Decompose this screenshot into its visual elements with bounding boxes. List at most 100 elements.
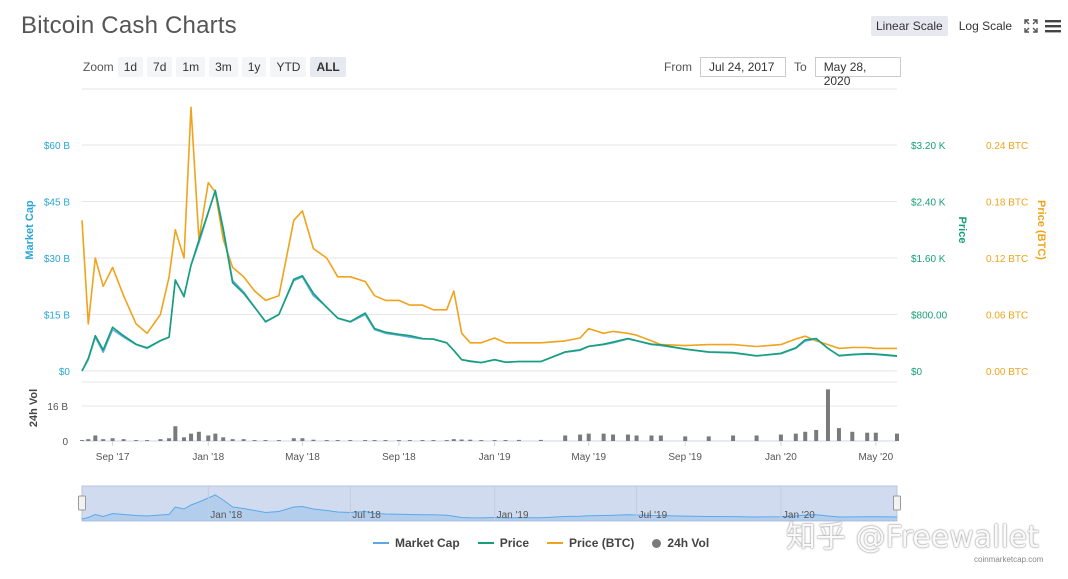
volume-bar — [803, 431, 808, 441]
to-date-input[interactable]: May 28, 2020 — [814, 57, 901, 88]
zoom-3m-button[interactable]: 3m — [209, 57, 238, 77]
volume-bar — [538, 439, 543, 441]
chart-legend: Market Cap Price Price (BTC) 24h Vol — [373, 536, 709, 550]
volume-bar — [778, 434, 783, 441]
volume-bar — [383, 440, 388, 441]
volume-bar — [683, 436, 688, 441]
legend-item-market-cap[interactable]: Market Cap — [373, 536, 460, 550]
hamburger-menu-icon[interactable] — [1045, 18, 1062, 34]
volume-bar — [601, 433, 606, 441]
volume-bar — [706, 436, 711, 441]
y-tick-label: 0.00 BTC — [986, 367, 1028, 378]
volume-bar — [649, 435, 654, 441]
volume-bar — [300, 438, 305, 441]
series-line-price — [81, 190, 898, 372]
navigator: Jan '18 Jul '18 Jan '19 Jul '19 Jan '20 — [78, 485, 901, 522]
navigator-area — [82, 495, 897, 521]
navigator-tick-label: Jan '19 — [497, 510, 529, 521]
chart-grid — [82, 88, 897, 442]
volume-bar — [396, 440, 401, 441]
y-tick-label: $30 B — [44, 254, 70, 265]
fullscreen-icon[interactable] — [1023, 18, 1039, 34]
volume-bar — [873, 432, 878, 441]
y-tick-label: 16 B — [47, 402, 68, 413]
linear-scale-button[interactable]: Linear Scale — [871, 16, 948, 36]
series-line-market-cap — [81, 189, 898, 372]
volume-bar — [230, 439, 235, 441]
zoom-1d-button[interactable]: 1d — [117, 57, 144, 77]
volume-plot — [80, 389, 899, 441]
y-tick-label: $0 — [911, 367, 923, 378]
volume-bar — [578, 434, 583, 441]
volume-bar — [372, 440, 377, 441]
x-tick-label: Jan '19 — [479, 452, 511, 463]
navigator-line — [81, 494, 898, 520]
volume-bar — [167, 438, 172, 441]
x-tick-label: Jan '18 — [192, 452, 224, 463]
credit-text: coinmarketcap.com — [974, 555, 1044, 564]
volume-bar — [173, 426, 178, 441]
zoom-7d-button[interactable]: 7d — [147, 57, 173, 77]
volume-bar — [348, 440, 353, 441]
volume-bar — [158, 439, 163, 441]
log-scale-button[interactable]: Log Scale — [958, 19, 1013, 33]
y-tick-label: $45 B — [44, 198, 70, 209]
volume-bar — [850, 431, 855, 441]
volume-bar — [134, 440, 139, 441]
legend-item-volume[interactable]: 24h Vol — [652, 536, 709, 550]
y-tick-label: 0.12 BTC — [986, 254, 1028, 265]
volume-bar — [586, 433, 591, 441]
page-title: Bitcoin Cash Charts — [21, 12, 237, 39]
volume-bar — [836, 428, 841, 441]
volume-bar — [363, 440, 368, 441]
volume-bar — [420, 440, 425, 441]
zoom-1y-button[interactable]: 1y — [241, 57, 267, 77]
volume-bar — [110, 438, 115, 441]
volume-bar — [563, 435, 568, 441]
volume-bar — [241, 439, 246, 441]
volume-bar — [189, 433, 194, 441]
volume-bar — [206, 435, 211, 441]
legend-swatch — [373, 542, 389, 544]
navigator-left-handle[interactable] — [78, 495, 86, 511]
y-tick-label: 0.06 BTC — [986, 311, 1028, 322]
y-tick-label: 0.18 BTC — [986, 198, 1028, 209]
y-tick-label: $0 — [59, 367, 71, 378]
volume-bar — [825, 389, 830, 441]
volume-bar — [291, 438, 296, 441]
volume-bar — [625, 434, 630, 441]
zoom-label: Zoom — [83, 60, 114, 74]
legend-label: Price (BTC) — [569, 536, 635, 550]
volume-bar — [516, 439, 521, 441]
volume-bar — [252, 440, 257, 441]
volume-bar — [276, 440, 281, 441]
chart-plot — [81, 106, 898, 372]
volume-bar — [459, 439, 464, 441]
to-label: To — [794, 60, 807, 74]
date-range: From Jul 24, 2017 To May 28, 2020 — [664, 57, 901, 88]
volume-bar — [431, 440, 436, 441]
volume-bar — [634, 435, 639, 441]
chart-axes: $0 $15 B $30 B $45 B $60 B $0 $800.00 $1.60 K $2… — [24, 141, 1047, 463]
volume-bar — [145, 440, 150, 441]
x-tick-label: May '18 — [285, 452, 320, 463]
volume-bar — [814, 429, 819, 441]
volume-bar — [865, 432, 870, 441]
y-tick-label: $2.40 K — [911, 198, 946, 209]
volume-bar — [335, 440, 340, 441]
volume-bar — [101, 439, 106, 441]
x-tick-label: Sep '18 — [382, 452, 416, 463]
zoom-1m-button[interactable]: 1m — [176, 57, 206, 77]
navigator-right-handle[interactable] — [893, 495, 901, 511]
series-line-price-btc — [81, 106, 897, 350]
zoom-ytd-button[interactable]: YTD — [270, 57, 307, 77]
legend-item-price-btc[interactable]: Price (BTC) — [547, 536, 634, 550]
y-tick-label: 0.24 BTC — [986, 141, 1028, 152]
volume-bar — [451, 439, 456, 441]
legend-item-price[interactable]: Price — [477, 536, 529, 550]
volume-bar — [407, 440, 412, 441]
from-date-input[interactable]: Jul 24, 2017 — [700, 57, 786, 77]
volume-bar — [479, 440, 484, 441]
x-tick-label: Jan '20 — [765, 452, 797, 463]
zoom-all-button[interactable]: ALL — [310, 57, 346, 77]
